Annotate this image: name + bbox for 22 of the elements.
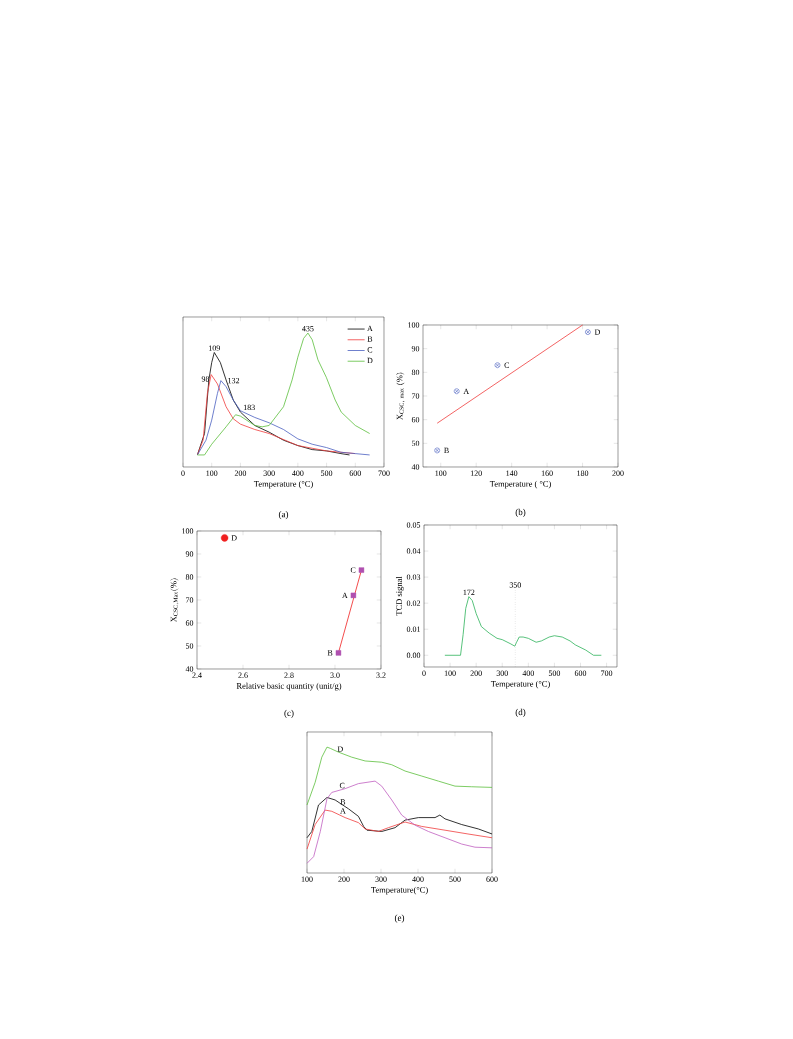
text: (e) <box>394 914 405 923</box>
line-series <box>444 596 602 656</box>
x-axis-title: Relative basic quantity (unit/g) <box>236 682 342 691</box>
y-axis-title: $\mathrm{X}_{\mathrm{CSC,\ max}}\ (\%)$ <box>396 372 405 420</box>
y-axis-title: $\mathrm{X}_{\mathrm{CSC,Max}}(\%)$ <box>170 578 179 623</box>
x-axis-title: Temperature (°C) <box>490 680 550 689</box>
text: (c) <box>284 709 294 718</box>
x-axis-title: Temperature ( °C) <box>489 480 551 489</box>
point <box>358 567 365 573</box>
text: (b) <box>515 508 526 517</box>
point <box>220 534 229 542</box>
point <box>335 650 342 656</box>
point <box>453 388 460 395</box>
y-axis-title: TCD signal <box>395 576 404 616</box>
point <box>434 447 440 454</box>
point <box>585 329 591 335</box>
point <box>350 592 357 599</box>
text: (d) <box>515 708 526 717</box>
point <box>494 362 501 369</box>
text: (a) <box>278 511 289 520</box>
x-axis-title: Temperature (°C) <box>253 480 313 489</box>
x-axis-title: Temperature(°C) <box>370 886 428 895</box>
